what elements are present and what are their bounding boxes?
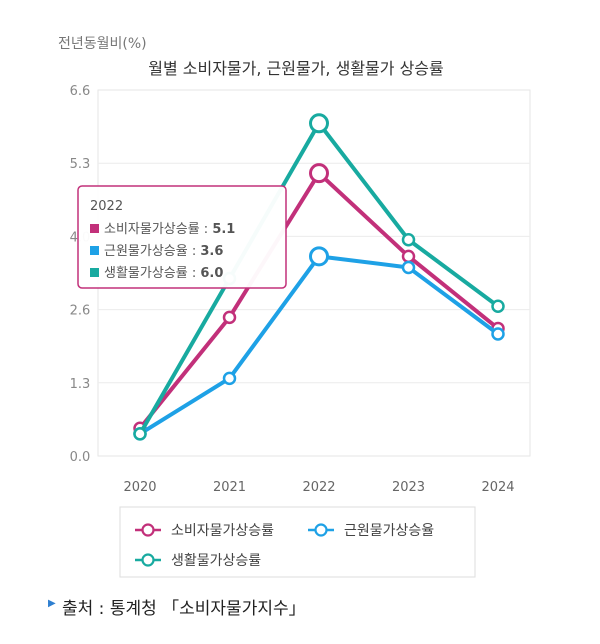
legend-box <box>119 506 476 578</box>
y-tick-label: 2.6 <box>70 304 91 319</box>
source-text: 출처 : 통계청 「소비자물가지수」 <box>62 599 306 619</box>
data-point[interactable] <box>491 327 505 341</box>
x-tick-label: 2022 <box>302 480 335 495</box>
x-tick-label: 2024 <box>481 480 514 495</box>
legend-label: 소비자물가상승률 <box>171 523 274 539</box>
series-group <box>133 113 505 441</box>
legend-label: 생활물가상승률 <box>171 553 261 569</box>
tooltip-row: 근원물가상승율 : 3.6 <box>104 244 223 259</box>
data-point[interactable] <box>401 260 416 275</box>
y-tick-label: 0.0 <box>70 450 91 465</box>
data-point[interactable] <box>222 310 237 325</box>
data-point[interactable] <box>491 299 505 314</box>
data-point[interactable] <box>133 427 147 441</box>
x-tick-label: 2020 <box>123 480 156 495</box>
triangle-bullet-icon: ▶ <box>48 598 56 609</box>
y-tick-label: 5.3 <box>70 157 91 172</box>
chart-title: 월별 소비자물가, 근원물가, 생활물가 상승률 <box>148 59 443 78</box>
x-tick-label: 2023 <box>392 480 425 495</box>
source-note: ▶ 출처 : 통계청 「소비자물가지수」 <box>48 594 306 619</box>
data-point[interactable] <box>222 371 237 386</box>
tooltip: 2022 소비자물가상승률 : 5.1 근원물가상승율 : 3.6 생활물가상승률 :… <box>77 185 287 289</box>
tooltip-row: 생활물가상승률 : 6.0 <box>104 266 223 281</box>
data-point[interactable] <box>401 232 416 247</box>
legend-label: 근원물가상승율 <box>344 523 434 539</box>
legend-marker <box>141 553 155 567</box>
data-point[interactable] <box>309 163 329 184</box>
legend-marker <box>314 523 328 537</box>
y-tick-label: 6.6 <box>70 84 91 99</box>
tooltip-category: 2022 <box>90 199 123 214</box>
data-point[interactable] <box>401 249 416 264</box>
x-axis-ticks: 2020 2021 2022 2023 2024 <box>123 480 514 495</box>
tooltip-swatch <box>90 268 99 277</box>
x-tick-label: 2021 <box>213 480 246 495</box>
y-tick-label: 1.3 <box>70 377 91 392</box>
tooltip-swatch <box>90 224 99 233</box>
data-point[interactable] <box>309 246 329 267</box>
legend-marker <box>141 523 155 537</box>
tooltip-row: 소비자물가상승률 : 5.1 <box>104 222 235 237</box>
tooltip-swatch <box>90 246 99 255</box>
y-unit-label: 전년동월비(%) <box>58 36 147 52</box>
data-point[interactable] <box>309 113 329 134</box>
tooltip-box <box>77 185 287 289</box>
line-chart: 전년동월비(%) 월별 소비자물가, 근원물가, 생활물가 상승률 6.6 5.3… <box>58 36 531 578</box>
